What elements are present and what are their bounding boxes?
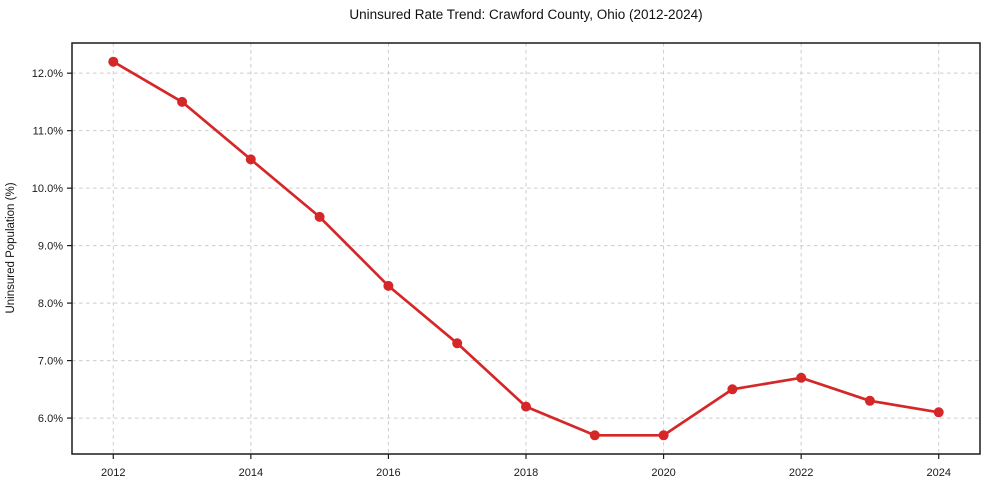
data-point — [796, 372, 807, 383]
data-point — [108, 56, 119, 67]
data-point — [864, 395, 875, 406]
y-tick-label: 9.0% — [38, 241, 63, 253]
data-point — [727, 384, 738, 395]
data-point — [314, 211, 325, 222]
x-tick-label: 2012 — [101, 467, 125, 479]
y-tick-label: 11.0% — [33, 126, 64, 138]
y-axis-label: Uninsured Population (%) — [5, 182, 17, 313]
data-point — [933, 407, 944, 418]
data-point — [383, 280, 394, 291]
data-point — [658, 430, 669, 441]
data-point — [245, 154, 256, 165]
data-point — [177, 96, 188, 107]
data-point — [452, 338, 463, 349]
x-tick-label: 2014 — [239, 467, 263, 479]
data-point — [521, 401, 531, 412]
data-point — [589, 430, 600, 441]
x-tick-label: 2016 — [376, 467, 400, 479]
y-tick-label: 8.0% — [38, 298, 63, 310]
chart-title: Uninsured Rate Trend: Crawford County, O… — [349, 7, 703, 22]
x-tick-label: 2020 — [651, 467, 675, 479]
y-tick-label: 6.0% — [38, 413, 63, 425]
y-tick-label: 12.0% — [32, 68, 63, 80]
x-tick-label: 2018 — [514, 467, 538, 479]
y-tick-label: 10.0% — [32, 183, 63, 195]
x-tick-label: 2022 — [789, 467, 813, 479]
y-tick-label: 7.0% — [38, 356, 63, 368]
x-tick-label: 2024 — [926, 467, 950, 479]
